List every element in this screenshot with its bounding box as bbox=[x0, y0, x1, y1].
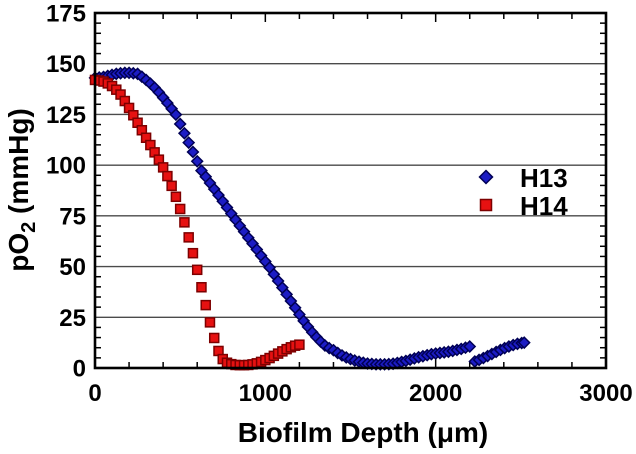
data-point-marker bbox=[463, 340, 477, 353]
data-point-marker bbox=[169, 108, 183, 122]
x-tick-label-2000: 2000 bbox=[409, 380, 462, 407]
data-point-marker bbox=[187, 247, 199, 259]
data-point-marker bbox=[174, 203, 186, 215]
x-tick-label-0: 0 bbox=[88, 380, 101, 407]
y-tick-label-125: 125 bbox=[46, 102, 86, 129]
data-point-marker bbox=[294, 339, 305, 350]
data-point-marker bbox=[196, 282, 207, 293]
data-point-marker bbox=[208, 332, 220, 344]
legend-marker-h14 bbox=[479, 198, 493, 212]
legend-marker-h13 bbox=[478, 169, 494, 185]
data-point-marker bbox=[179, 217, 190, 228]
data-point-marker bbox=[200, 299, 211, 311]
legend-label-h14: H14 bbox=[520, 191, 568, 221]
plot-frame bbox=[93, 11, 608, 370]
x-tick-label-1000: 1000 bbox=[239, 380, 292, 407]
x-tick-label-3000: 3000 bbox=[579, 380, 632, 407]
y-tick-label-75: 75 bbox=[59, 203, 86, 230]
y-tick-label-50: 50 bbox=[59, 254, 86, 281]
x-axis-label: Biofilm Depth (μm) bbox=[238, 417, 488, 448]
data-point-marker bbox=[186, 145, 200, 159]
x-tick-labels: 0 1000 2000 3000 bbox=[88, 380, 632, 407]
data-point-marker bbox=[183, 232, 194, 243]
y-tick-label-150: 150 bbox=[46, 51, 86, 78]
data-point-marker bbox=[190, 154, 204, 168]
legend-label-h13: H13 bbox=[520, 163, 568, 193]
series-h14 bbox=[89, 74, 305, 371]
data-point-marker bbox=[191, 264, 203, 276]
data-point-marker bbox=[173, 117, 187, 131]
data-point-marker bbox=[182, 136, 196, 150]
y-axis-label: pO2 (mmHg) bbox=[3, 108, 40, 272]
y-tick-labels: 0 25 50 75 100 125 150 175 bbox=[46, 1, 86, 383]
y-tick-label-100: 100 bbox=[46, 153, 86, 180]
y-tick-label-0: 0 bbox=[73, 356, 86, 383]
data-point-marker bbox=[204, 317, 216, 328]
data-point-marker bbox=[177, 126, 191, 140]
data-point-marker bbox=[166, 180, 177, 192]
series-h13 bbox=[88, 66, 531, 371]
data-point-marker bbox=[517, 336, 531, 350]
y-tick-label-25: 25 bbox=[59, 305, 86, 332]
data-point-marker bbox=[170, 191, 182, 203]
data-point-marker bbox=[157, 162, 169, 173]
data-point-marker bbox=[162, 170, 173, 182]
y-tick-label-175: 175 bbox=[46, 1, 86, 28]
